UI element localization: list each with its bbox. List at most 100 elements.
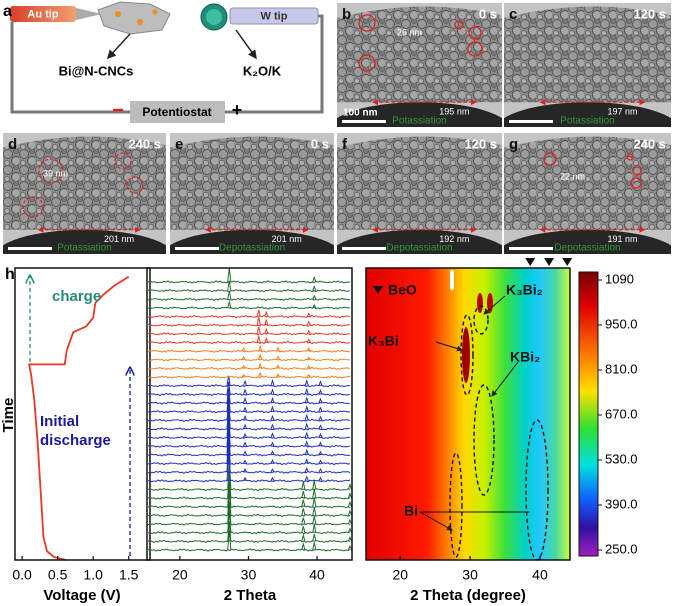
- particle-mass: [170, 136, 334, 230]
- panel-label: e: [175, 136, 183, 153]
- annotation: Bi: [404, 503, 418, 519]
- diffraction-peak: [318, 406, 323, 412]
- beo-marker: [544, 258, 555, 266]
- x-tick-label: 30: [241, 567, 257, 583]
- pointer: [483, 295, 506, 315]
- diffraction-peak: [258, 353, 263, 360]
- plot-frame: [365, 267, 571, 561]
- particle: [115, 11, 121, 17]
- scale-bar: [8, 247, 52, 250]
- particle-mass: [504, 6, 671, 103]
- panel-label: f: [342, 136, 348, 153]
- au-tip-label: Au tip: [27, 8, 58, 20]
- pattern-baseline: [147, 513, 351, 518]
- diffraction-peak: [304, 405, 309, 412]
- diffraction-peak: [270, 432, 275, 438]
- tip-cone: [76, 8, 102, 20]
- diffraction-peak: [243, 468, 248, 473]
- x-tick-label: 0.0: [12, 567, 32, 583]
- beo-legend-marker: [373, 286, 383, 294]
- diffraction-peak: [306, 320, 311, 326]
- highlight-circle: [468, 26, 482, 40]
- annotation: KBi₂: [510, 349, 540, 365]
- pattern-baseline: [147, 461, 351, 466]
- diffraction-peak: [347, 544, 353, 551]
- highlight-circle: [454, 20, 464, 30]
- plus-sign: +: [232, 100, 243, 120]
- diffraction-peak: [258, 344, 263, 352]
- panel-label: g: [509, 136, 518, 153]
- x-tick-label: 1.0: [83, 567, 103, 583]
- scale-bar: [509, 120, 553, 123]
- diffraction-peak: [227, 510, 232, 533]
- voltage-curve: [28, 276, 130, 561]
- diffraction-peak: [227, 267, 232, 283]
- diffraction-peak: [242, 432, 248, 438]
- highlight-circle: [467, 41, 483, 57]
- diffraction-peak: [304, 466, 309, 473]
- diffraction-peak: [304, 458, 309, 464]
- process-label: Potassiation: [560, 116, 614, 127]
- pointer: [419, 511, 453, 531]
- panel-label: a: [3, 3, 12, 20]
- pattern-baseline: [147, 349, 351, 353]
- pattern-baseline: [148, 435, 351, 440]
- particle: [152, 9, 158, 15]
- diffraction-peak: [347, 536, 353, 542]
- plot-frame: [14, 267, 151, 561]
- diffraction-peak: [347, 509, 353, 516]
- beo-marker: [562, 258, 573, 266]
- colorbar-label: 390.0: [605, 496, 638, 511]
- time-label: 240 s: [633, 136, 666, 151]
- highlight-circle: [630, 177, 642, 189]
- pattern-baseline: [147, 297, 351, 302]
- pattern-baseline: [147, 401, 351, 405]
- process-label: Depotassiation: [554, 243, 620, 254]
- diffraction-peak: [264, 318, 269, 326]
- diffraction-peak: [256, 309, 261, 317]
- pattern-baseline: [147, 487, 351, 492]
- diffraction-peak: [318, 432, 323, 438]
- time-label: 0 s: [479, 6, 497, 21]
- annotation: BeO: [388, 282, 417, 298]
- highlight-circle: [22, 196, 44, 218]
- w-tip-core: [206, 9, 222, 25]
- diffraction-peak: [243, 476, 248, 482]
- diffraction-peak: [304, 387, 309, 395]
- diffraction-peak: [306, 347, 311, 352]
- au-tip: [10, 6, 76, 22]
- diffraction-peak: [242, 406, 248, 412]
- time-label: 0 s: [311, 136, 329, 151]
- diffraction-peak: [227, 291, 232, 300]
- hotspot: [462, 327, 470, 383]
- diffraction-peak: [270, 441, 275, 447]
- highlight-circle: [38, 158, 64, 184]
- pattern-baseline: [147, 323, 351, 327]
- diffraction-peak: [242, 441, 248, 447]
- tem-image: g 240 s 191 nm 22 nm Depotassiation: [504, 133, 671, 254]
- diffraction-peak: [304, 475, 309, 482]
- time-label: 120 s: [464, 136, 497, 151]
- particle-mass: [337, 6, 502, 103]
- colorbar-label: 1090: [605, 271, 634, 286]
- scale-bar: [509, 247, 553, 250]
- scale-bar: [175, 247, 219, 250]
- annotation: charge: [52, 288, 101, 305]
- phase-outline: [473, 305, 489, 335]
- diffraction-peak: [242, 414, 248, 421]
- pattern-baseline: [147, 479, 351, 483]
- diffraction-peak: [312, 303, 317, 309]
- scale-bar: [342, 247, 386, 250]
- x-axis-label: Voltage (V): [43, 587, 120, 604]
- pattern-baseline: [148, 418, 351, 422]
- diffraction-peak: [258, 362, 263, 369]
- particle-mass: [337, 136, 502, 230]
- diffraction-peak: [318, 389, 323, 395]
- counter-label: K₂O/K: [243, 63, 282, 78]
- pattern-baseline: [147, 453, 351, 457]
- panel-label: b: [342, 6, 351, 23]
- diffraction-peak: [241, 373, 246, 378]
